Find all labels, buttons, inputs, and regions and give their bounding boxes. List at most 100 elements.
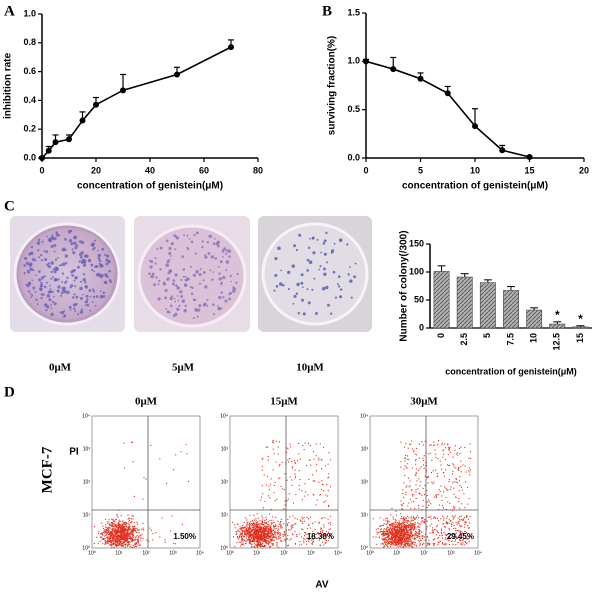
colony-texture [48,298,51,301]
event-texture [267,543,268,544]
event-texture [245,530,246,531]
event-texture [274,522,275,523]
colony-texture [50,261,54,265]
event-texture [433,445,434,446]
colony-texture [35,299,37,301]
event-texture [237,524,238,525]
colony-texture [149,260,151,262]
event-texture [381,543,382,544]
event-texture [182,524,183,525]
event-texture [396,524,397,525]
colony-texture [96,295,99,298]
event-texture [415,531,416,532]
colony-texture [186,247,188,249]
event-texture [109,537,110,538]
event-texture [410,526,411,527]
event-texture [125,547,126,548]
event-texture [411,501,412,502]
event-texture [414,525,415,526]
event-texture [243,542,244,543]
colony-texture [52,301,54,303]
event-texture [410,541,411,542]
event-texture [419,545,420,546]
event-texture [404,529,405,530]
event-texture [134,543,135,544]
colony-texture [77,266,80,269]
event-texture [129,520,130,521]
event-texture [383,534,384,535]
flow-tick-label: 10⁰ [220,545,228,551]
event-texture [415,489,416,490]
event-texture [253,539,254,540]
x-tick-label: 10 [470,165,480,175]
event-texture [127,514,128,515]
event-texture [403,525,404,526]
event-texture [242,530,243,531]
flow-tick-label: 10¹ [253,550,261,556]
event-texture [400,513,401,514]
event-texture [391,532,392,533]
event-texture [245,533,246,534]
colony-texture [167,271,170,274]
event-texture [291,525,292,526]
event-texture [389,521,390,522]
colony-texture [35,291,37,293]
colony-texture [167,310,170,313]
event-texture [136,528,137,529]
event-texture [312,523,313,524]
event-texture [138,529,139,530]
event-texture [124,532,125,533]
event-texture [253,523,254,524]
event-texture [244,528,245,529]
y-tick-label: 1.0 [347,56,360,66]
event-texture [130,535,131,536]
event-texture [464,544,465,545]
event-texture [388,541,389,542]
event-texture [131,518,132,519]
colony-texture [104,281,107,284]
event-texture [467,504,468,505]
panel-letter: A [4,3,15,19]
event-texture [455,528,456,529]
colony-texture [232,286,235,289]
event-texture [254,543,255,544]
event-texture [128,523,129,524]
event-texture [299,541,300,542]
colony-texture [323,242,326,245]
event-texture [419,541,420,542]
event-texture [412,526,413,527]
event-texture [128,532,129,533]
colony-texture [40,254,42,256]
event-texture [461,516,462,517]
event-texture [424,468,425,469]
event-texture [450,520,451,521]
colony-texture [193,298,195,300]
event-texture [278,547,279,548]
event-texture [288,522,289,523]
event-texture [413,516,414,517]
event-texture [244,533,245,534]
event-texture [290,444,291,445]
event-texture [122,524,123,525]
colony-texture [75,244,78,247]
x-tick-label: 2.5 [459,333,469,346]
event-texture [455,445,456,446]
colony-texture [346,243,348,245]
event-texture [413,451,414,452]
event-texture [106,527,107,528]
event-texture [128,543,129,544]
colony-texture [45,250,48,253]
event-texture [138,540,139,541]
data-point [499,147,505,153]
event-texture [111,522,112,523]
event-texture [410,537,411,538]
colony-texture [203,302,206,305]
colony-texture [211,278,214,281]
event-texture [378,528,379,529]
event-texture [423,445,424,446]
event-texture [113,535,114,536]
event-texture [414,528,415,529]
event-texture [240,542,241,543]
event-texture [411,520,412,521]
colony-texture [92,288,94,290]
